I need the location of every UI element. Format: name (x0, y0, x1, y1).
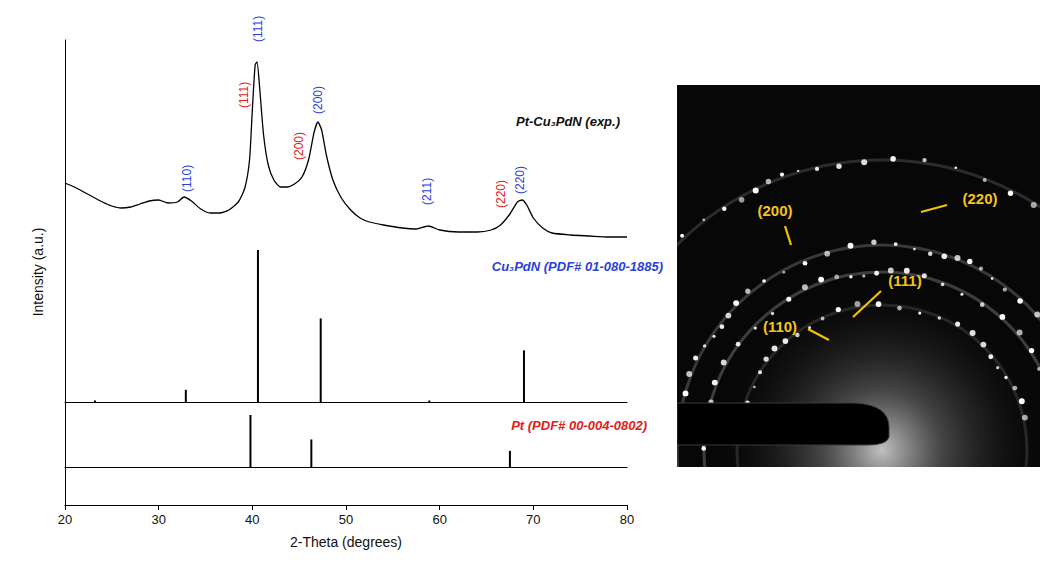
svg-text:70: 70 (526, 512, 540, 527)
svg-text:(200): (200) (292, 132, 306, 160)
svg-text:2-Theta (degrees): 2-Theta (degrees) (290, 534, 402, 550)
svg-text:(111): (111) (251, 16, 265, 42)
svg-text:Cu₃PdN (PDF# 01-080-1885): Cu₃PdN (PDF# 01-080-1885) (492, 259, 663, 274)
svg-text:(220): (220) (962, 190, 997, 207)
svg-text:(111): (111) (237, 82, 251, 108)
svg-text:60: 60 (432, 512, 446, 527)
svg-text:(110): (110) (763, 318, 797, 335)
svg-text:(220): (220) (513, 166, 527, 194)
svg-text:(200): (200) (311, 86, 325, 114)
svg-text:(110): (110) (180, 165, 194, 192)
svg-text:40: 40 (245, 512, 259, 527)
svg-text:80: 80 (620, 512, 634, 527)
svg-text:(200): (200) (757, 202, 792, 219)
svg-text:30: 30 (151, 512, 165, 527)
svg-text:Intensity (a.u.): Intensity (a.u.) (30, 228, 46, 317)
svg-text:Pt-Cu₃PdN (exp.): Pt-Cu₃PdN (exp.) (516, 114, 620, 129)
svg-text:50: 50 (339, 512, 353, 527)
svg-text:(220): (220) (494, 180, 508, 208)
svg-text:20: 20 (58, 512, 72, 527)
svg-text:Pt (PDF# 00-004-0802): Pt (PDF# 00-004-0802) (511, 418, 647, 433)
svg-text:(211): (211) (420, 178, 434, 205)
svg-text:(111): (111) (888, 272, 921, 289)
